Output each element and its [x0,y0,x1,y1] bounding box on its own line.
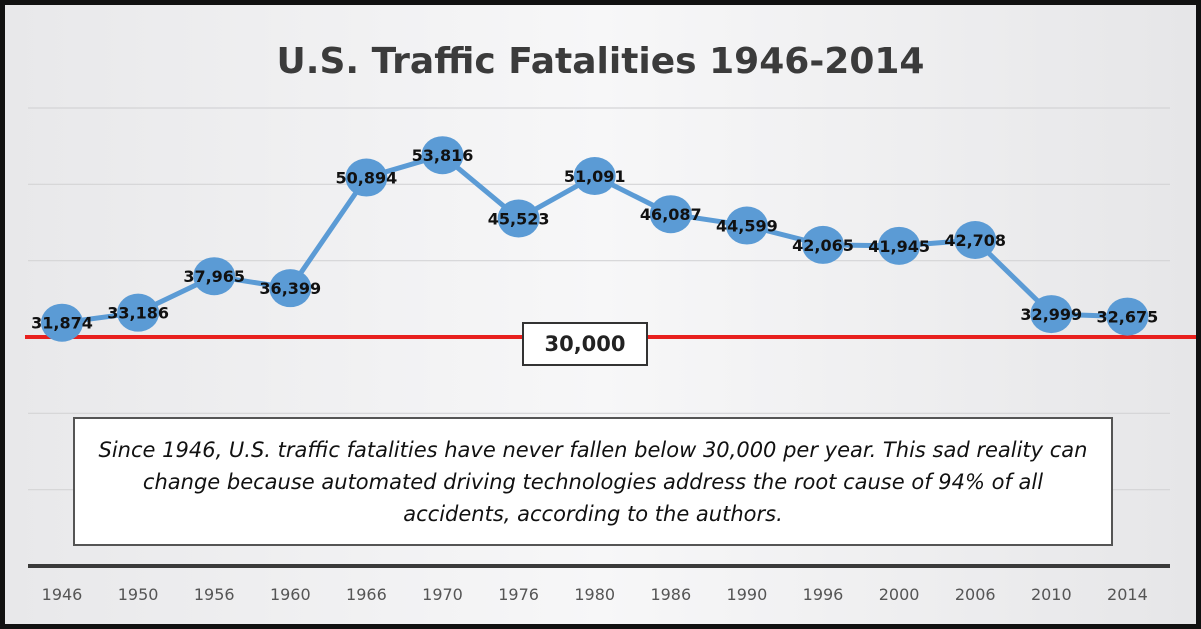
data-label: 36,399 [259,279,321,298]
annotation-box: Since 1946, U.S. traffic fatalities have… [73,417,1113,546]
x-tick-label: 2014 [1107,585,1148,604]
data-point [421,136,464,175]
data-point [649,195,692,234]
x-tick-label: 1990 [727,585,768,604]
x-tick-label: 1956 [194,585,235,604]
data-point [802,225,844,264]
data-label: 51,091 [564,167,626,186]
data-label: 41,945 [868,237,930,256]
x-tick-label: 2010 [1031,585,1072,604]
data-label: 50,894 [336,169,398,188]
data-point [954,220,997,259]
data-point [878,226,921,265]
x-tick-label: 2000 [879,585,920,604]
data-point [117,293,160,332]
data-label: 46,087 [640,205,702,224]
data-point [497,199,540,238]
x-tick-label: 1970 [422,585,463,604]
data-label: 37,965 [183,267,245,286]
data-label: 44,599 [716,217,778,236]
data-point [345,158,388,197]
x-tick-label: 2006 [955,585,996,604]
data-point [269,269,312,308]
data-label: 32,999 [1020,305,1082,324]
data-label: 32,675 [1097,308,1159,327]
reference-line-label: 30,000 [522,322,648,366]
data-point [41,303,83,342]
data-point [193,257,236,296]
data-point [725,206,768,245]
data-label: 31,874 [31,314,93,333]
x-tick-label: 1986 [650,585,691,604]
x-tick-label: 1980 [574,585,615,604]
x-tick-label: 1976 [498,585,539,604]
data-label: 42,065 [792,236,854,255]
x-tick-label: 1950 [118,585,159,604]
data-label: 53,816 [412,146,474,165]
data-label: 33,186 [107,304,169,323]
x-tick-label: 1960 [270,585,311,604]
data-point [573,157,616,196]
x-tick-label: 1996 [803,585,844,604]
data-point [1106,297,1149,336]
x-tick-label: 1946 [42,585,83,604]
x-tick-label: 1966 [346,585,387,604]
data-point [1030,295,1073,334]
chart-title: U.S. Traffic Fatalities 1946-2014 [276,41,925,82]
data-label: 42,708 [944,231,1006,250]
data-label: 45,523 [488,210,550,229]
